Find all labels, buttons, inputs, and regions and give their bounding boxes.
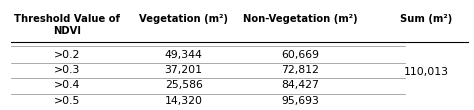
Text: 37,201: 37,201 — [164, 65, 203, 75]
Text: Sum (m²): Sum (m²) — [400, 14, 452, 24]
Text: 84,427: 84,427 — [281, 80, 319, 90]
Text: 25,586: 25,586 — [165, 80, 203, 90]
Text: >0.3: >0.3 — [54, 65, 81, 75]
Text: 14,320: 14,320 — [164, 96, 203, 106]
Text: 95,693: 95,693 — [281, 96, 319, 106]
Text: Non-Vegetation (m²): Non-Vegetation (m²) — [243, 14, 357, 24]
Text: 110,013: 110,013 — [403, 67, 448, 77]
Text: 72,812: 72,812 — [281, 65, 319, 75]
Text: 60,669: 60,669 — [281, 50, 319, 60]
Text: Vegetation (m²): Vegetation (m²) — [139, 14, 228, 24]
Text: >0.2: >0.2 — [54, 50, 81, 60]
Text: Threshold Value of
NDVI: Threshold Value of NDVI — [14, 14, 120, 36]
Text: >0.4: >0.4 — [54, 80, 81, 90]
Text: >0.5: >0.5 — [54, 96, 81, 106]
Text: 49,344: 49,344 — [165, 50, 203, 60]
